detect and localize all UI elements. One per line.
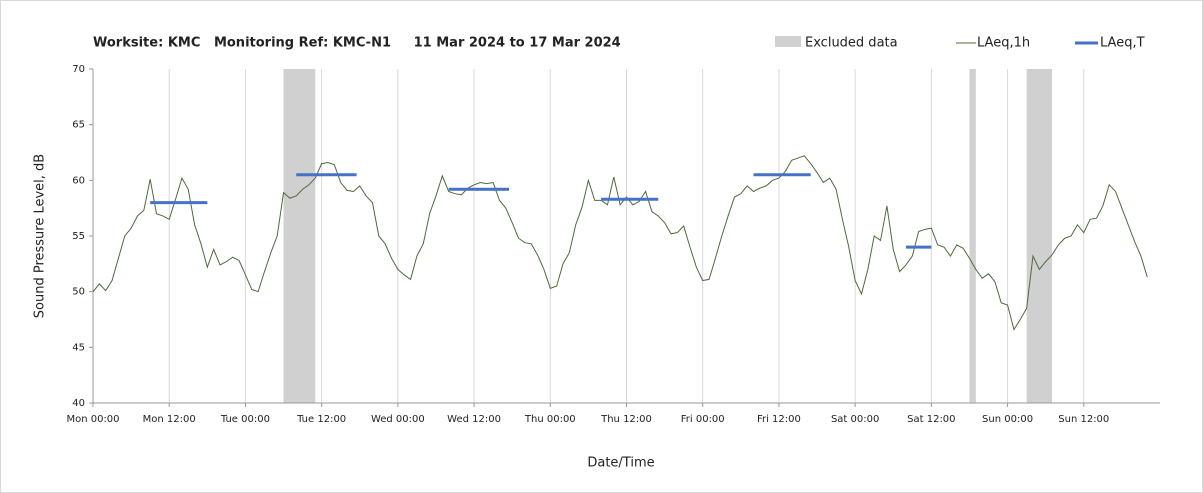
y-tick-label: 40 bbox=[72, 398, 85, 409]
x-tick-label: Sun 12:00 bbox=[1058, 414, 1109, 425]
legend-label: Excluded data bbox=[805, 36, 898, 51]
x-tick-label: Mon 00:00 bbox=[66, 414, 119, 425]
legend-label: LAeq,1h bbox=[977, 36, 1030, 51]
y-axis-label: Sound Pressure Level, dB bbox=[33, 154, 48, 318]
series-line bbox=[92, 155, 1148, 331]
x-tick-label: Sat 00:00 bbox=[831, 414, 879, 425]
x-axis-label: Date/Time bbox=[587, 456, 654, 471]
x-tick-label: Wed 00:00 bbox=[371, 414, 425, 425]
x-tick-label: Sat 12:00 bbox=[907, 414, 955, 425]
x-tick-label: Thu 00:00 bbox=[524, 414, 576, 425]
x-tick-label: Wed 12:00 bbox=[447, 414, 501, 425]
x-tick-label: Fri 12:00 bbox=[757, 414, 801, 425]
x-tick-label: Tue 12:00 bbox=[296, 414, 346, 425]
excluded-band bbox=[1026, 69, 1053, 403]
legend-label: LAeq,T bbox=[1100, 36, 1145, 51]
y-tick-label: 45 bbox=[72, 342, 85, 353]
y-tick-label: 60 bbox=[72, 175, 85, 186]
x-tick-label: Sun 00:00 bbox=[982, 414, 1033, 425]
x-tick-label: Tue 00:00 bbox=[220, 414, 270, 425]
y-tick-label: 65 bbox=[72, 120, 85, 131]
y-tick-label: 50 bbox=[72, 287, 85, 298]
y-tick-label: 70 bbox=[72, 64, 85, 75]
excluded-band bbox=[283, 69, 316, 403]
x-tick-label: Mon 12:00 bbox=[143, 414, 196, 425]
legend-swatch bbox=[775, 36, 801, 47]
x-tick-label: Thu 12:00 bbox=[600, 414, 652, 425]
y-tick-label: 55 bbox=[72, 231, 85, 242]
x-tick-label: Fri 00:00 bbox=[681, 414, 725, 425]
excluded-band bbox=[969, 69, 976, 403]
chart-title: Worksite: KMC Monitoring Ref: KMC-N1 11 … bbox=[93, 36, 621, 51]
